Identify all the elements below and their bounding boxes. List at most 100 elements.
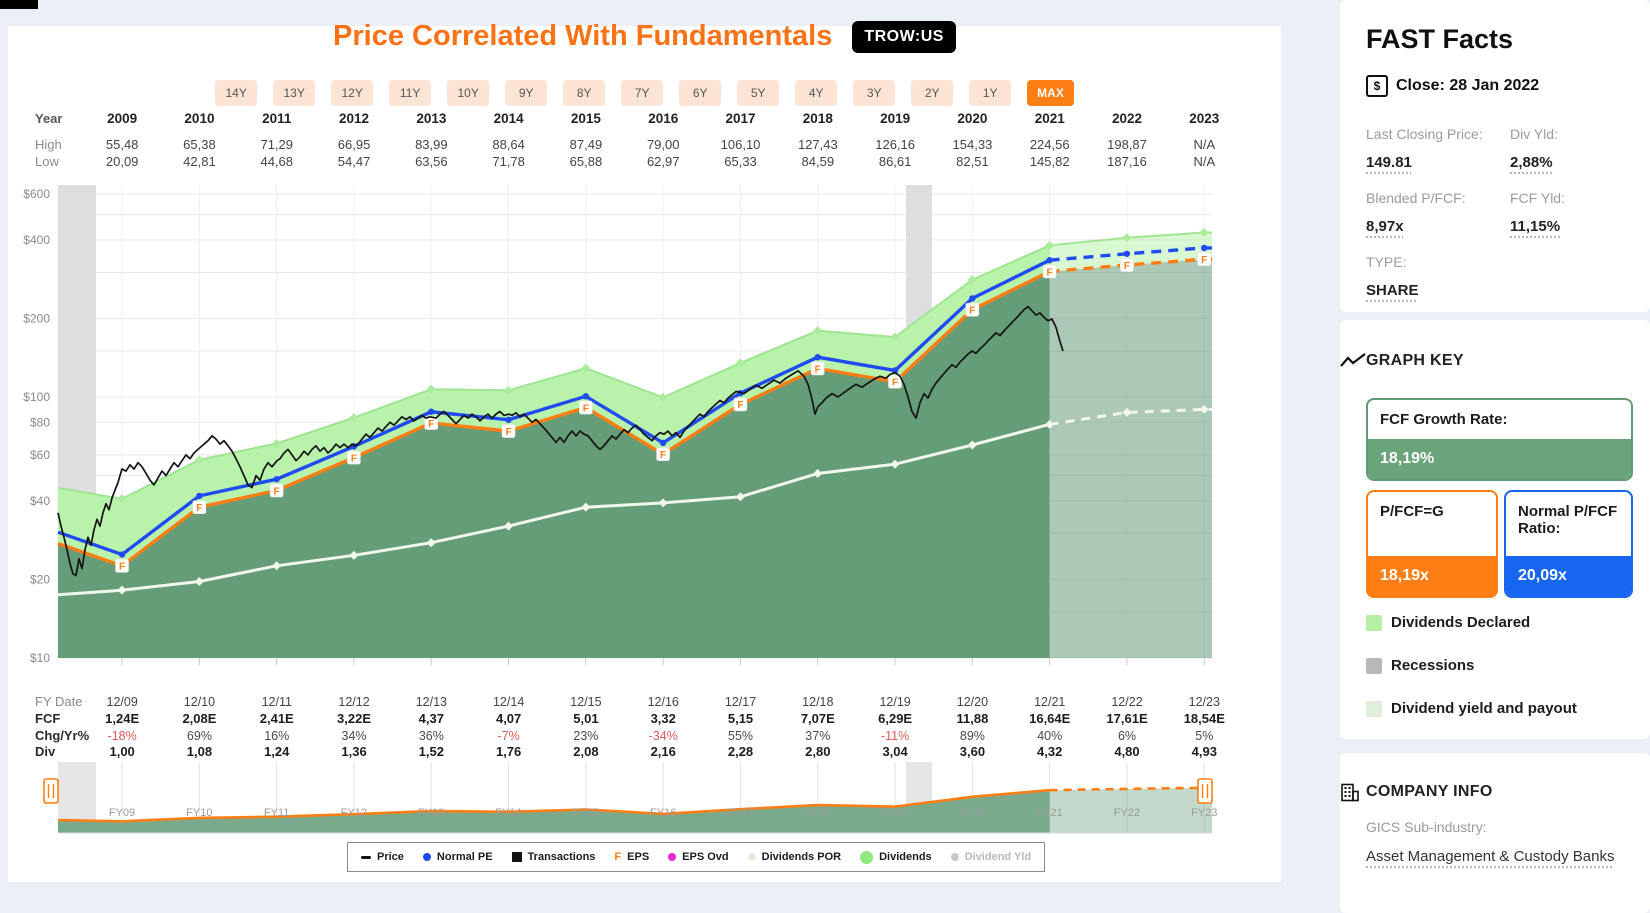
row-fcf-cell: 18,54E: [1183, 711, 1225, 726]
range-button-6y[interactable]: 6Y: [679, 80, 722, 106]
row-year-cell: 2013: [416, 111, 447, 126]
row-high-cell: 55,48: [105, 137, 139, 152]
div-yld-label: Div Yld:: [1510, 126, 1558, 142]
row-chg-cell: 89%: [959, 729, 985, 743]
navigator-right-handle[interactable]: [1197, 778, 1213, 804]
key-swatch-dividend-yield-and-payout: Dividend yield and payout: [1366, 700, 1577, 717]
range-button-2y[interactable]: 2Y: [911, 80, 954, 106]
normal-pffc-value: 20,09x: [1506, 556, 1631, 596]
svg-text:F: F: [815, 364, 821, 375]
row-fy-cell: 12/20: [956, 695, 989, 709]
legend-label: Price: [377, 851, 404, 863]
row-high-cell: 88,64: [492, 137, 525, 152]
range-button-11y[interactable]: 11Y: [389, 80, 432, 106]
swatch-color: [1366, 614, 1382, 631]
range-button-8y[interactable]: 8Y: [563, 80, 606, 106]
range-button-5y[interactable]: 5Y: [737, 80, 780, 106]
pffc-g-label: P/FCF=G: [1380, 503, 1444, 520]
row-chg-cell: 34%: [341, 729, 367, 743]
svg-text:F: F: [737, 400, 743, 411]
range-button-10y[interactable]: 10Y: [447, 80, 490, 106]
range-button-13y[interactable]: 13Y: [273, 80, 316, 106]
row-low-cell: 44,68: [260, 154, 294, 169]
row-fy-cell: 12/14: [492, 695, 525, 709]
row-fy-cell: 12/13: [415, 695, 447, 709]
row-low-cell: 63,56: [415, 154, 448, 169]
type-value[interactable]: SHARE: [1366, 282, 1419, 299]
row-div-cell: 4,80: [1114, 744, 1140, 759]
div-row: Div 1,00 1,08 1,24 1,36 1,52 1,76 2,08 2,16 2,28 2…: [0, 744, 1243, 760]
row-fy-cell: 12/11: [261, 695, 292, 709]
row-low-cell: 42,81: [183, 154, 216, 169]
navigator-chart[interactable]: FY09 FY10 FY11 FY12 FY13 FY14 FY15 FY16 FY17 FY18…: [0, 752, 1276, 840]
legend-item-dividend-yld[interactable]: Dividend Yld: [950, 851, 1032, 863]
legend-item-transactions[interactable]: Transactions: [511, 851, 595, 863]
svg-text:FY21: FY21: [1036, 807, 1062, 819]
navigator-left-handle[interactable]: [43, 778, 59, 804]
legend-item-dividends[interactable]: Dividends: [860, 850, 932, 864]
range-button-12y[interactable]: 12Y: [331, 80, 374, 106]
swatch-label: Dividend yield and payout: [1391, 700, 1577, 717]
fcf-yld-value[interactable]: 11,15%: [1510, 218, 1561, 235]
fast-facts-grid: Last Closing Price: Div Yld: 149.81 2,88…: [1366, 111, 1650, 299]
svg-text:F: F: [892, 378, 898, 389]
gics-value[interactable]: Asset Management & Custody Banks: [1366, 848, 1615, 865]
range-button-14y[interactable]: 14Y: [215, 80, 258, 106]
swatch-color: [1366, 657, 1382, 674]
legend-item-price[interactable]: Price: [361, 851, 404, 863]
range-button-3y[interactable]: 3Y: [853, 80, 896, 106]
svg-text:F: F: [660, 450, 666, 461]
company-info-card: COMPANY INFO GICS Sub-industry: Asset Ma…: [1340, 753, 1650, 913]
range-button-1y[interactable]: 1Y: [969, 80, 1012, 106]
legend-item-eps[interactable]: F EPS: [614, 851, 649, 863]
range-button-max[interactable]: MAX: [1027, 80, 1074, 106]
row-fy-cell: 12/23: [1188, 695, 1220, 709]
close-date-label: Close: 28 Jan 2022: [1396, 77, 1540, 94]
range-button-7y[interactable]: 7Y: [621, 80, 664, 106]
svg-text:$60: $60: [30, 448, 50, 462]
close-date-row: $ Close: 28 Jan 2022: [1366, 75, 1650, 97]
row-fcf-cell: 1,24E: [105, 711, 140, 726]
row-label: Year: [35, 111, 63, 126]
row-chg-cell: 5%: [1195, 729, 1214, 743]
div-yld-value[interactable]: 2,88%: [1510, 154, 1553, 171]
svg-text:F: F: [1201, 255, 1207, 266]
range-button-4y[interactable]: 4Y: [795, 80, 838, 106]
range-buttons: 14Y 13Y 12Y 11Y 10Y 9Y 8Y 7Y 6Y 5Y 4Y 3Y 2Y 1Y MAX: [8, 80, 1281, 106]
row-div-cell: 1,36: [341, 744, 367, 759]
normal-pffc-label: Normal P/FCF Ratio:: [1518, 503, 1618, 537]
row-year-cell: 2019: [880, 111, 911, 126]
row-fy-cell: 12/19: [879, 695, 911, 709]
row-fcf-cell: 2,41E: [259, 711, 294, 726]
legend-label: Dividends: [879, 851, 932, 863]
graph-key-header: GRAPH KEY: [1340, 320, 1650, 370]
svg-text:FY16: FY16: [650, 807, 676, 819]
row-fcf-cell: 17,61E: [1106, 711, 1148, 726]
legend-marker: F: [614, 851, 622, 863]
legend-item-dividends-por[interactable]: Dividends POR: [747, 851, 841, 863]
legend-label: Dividend Yld: [964, 851, 1032, 863]
svg-text:$400: $400: [23, 233, 50, 247]
legend-label: Normal PE: [436, 851, 493, 863]
row-chg-cell: 55%: [728, 729, 754, 743]
svg-text:$200: $200: [23, 311, 50, 325]
key-swatch-recessions: Recessions: [1366, 657, 1474, 674]
fast-facts-title: FAST Facts: [1366, 24, 1514, 54]
legend-item-eps-ovd[interactable]: EPS Ovd: [668, 851, 729, 863]
row-year-cell: 2020: [957, 111, 988, 126]
top-left-strip: [0, 0, 38, 9]
price-fundamentals-chart[interactable]: $600 $400 $200 $100 $80 $60 $40 $20 $10 F F F F F F F F F…: [0, 150, 1276, 665]
row-div-cell: 1,24: [264, 744, 290, 759]
range-button-9y[interactable]: 9Y: [505, 80, 548, 106]
low-row: Low 20,09 42,81 44,68 54,47 63,56 71,78 65,88 62…: [0, 154, 1243, 170]
svg-text:F: F: [583, 403, 589, 414]
svg-text:F: F: [1124, 261, 1130, 272]
blended-pffc-value[interactable]: 8,97x: [1366, 218, 1404, 235]
last-closing-price-value[interactable]: 149.81: [1366, 154, 1412, 171]
svg-text:FY09: FY09: [109, 807, 135, 819]
legend-marker: [860, 850, 874, 864]
legend-item-normal-pe[interactable]: Normal PE: [422, 851, 493, 863]
svg-text:F: F: [428, 419, 434, 430]
svg-text:F: F: [969, 305, 975, 316]
row-low-cell: 54,47: [337, 154, 371, 169]
